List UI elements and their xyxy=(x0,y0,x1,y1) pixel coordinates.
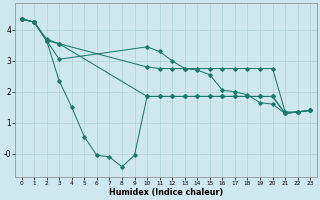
X-axis label: Humidex (Indice chaleur): Humidex (Indice chaleur) xyxy=(109,188,223,197)
